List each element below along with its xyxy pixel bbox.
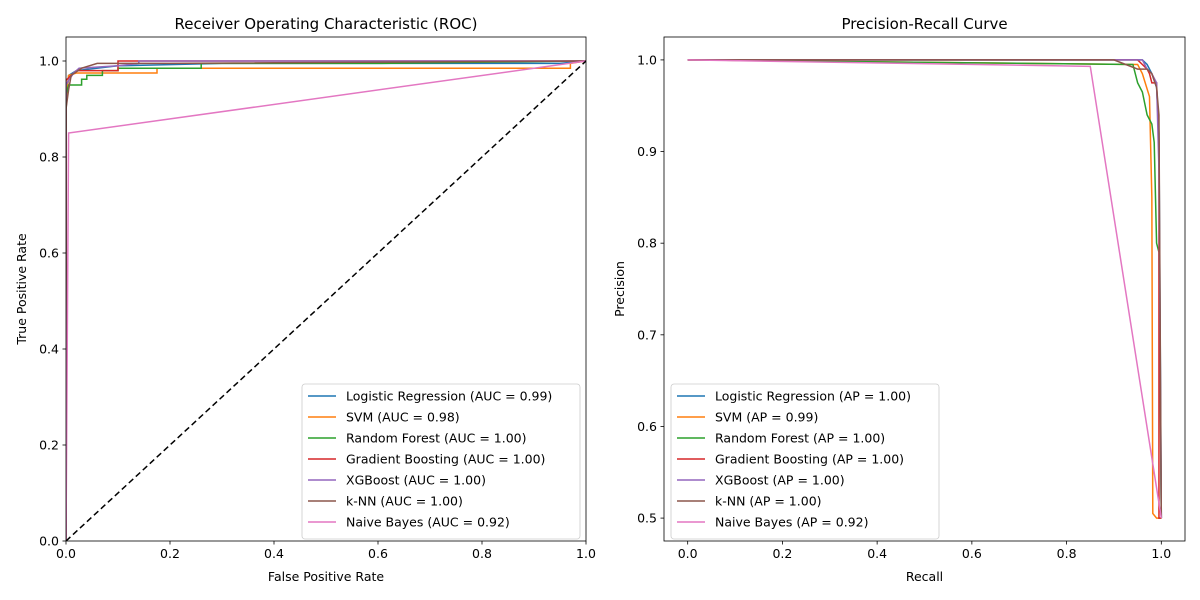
pr-series-5 [687, 59, 1163, 519]
pr-legend: Logistic Regression (AP = 1.00) SVM (AP =… [670, 383, 940, 540]
roc-ylabel: True Positive Rate [14, 233, 29, 346]
pr-panel: 0.0 0.2 0.4 0.6 0.8 1.0 0.5 0.6 0.7 0.8 0.9 1.0 Prec… [612, 15, 1186, 584]
pr-legend-label: Random Forest (AP = 1.00) [715, 431, 885, 446]
pr-xtick-label: 0.2 [772, 546, 792, 561]
pr-legend-label: k-NN (AP = 1.00) [715, 494, 822, 509]
roc-legend-label: k-NN (AUC = 1.00) [346, 494, 463, 509]
pr-series-6 [687, 59, 1163, 519]
roc-xtick-label: 0.6 [368, 546, 388, 561]
roc-ytick-label: 1.0 [39, 54, 59, 69]
roc-legend-label: XGBoost (AUC = 1.00) [346, 473, 486, 488]
pr-legend-label: XGBoost (AP = 1.00) [715, 473, 845, 488]
pr-series-group [687, 59, 1163, 519]
roc-legend-label: Logistic Regression (AUC = 0.99) [346, 389, 552, 404]
roc-ytick-label: 0.6 [39, 246, 59, 261]
pr-axes-frame [663, 36, 1186, 542]
pr-ytick-label: 0.9 [637, 144, 657, 159]
pr-ytick-label: 0.7 [637, 327, 657, 342]
pr-legend-label: Naive Bayes (AP = 0.92) [715, 515, 868, 530]
pr-xtick-label: 0.8 [1057, 546, 1077, 561]
roc-ytick-label: 0.4 [39, 342, 59, 357]
roc-panel: 0.0 0.2 0.4 0.6 0.8 1.0 0.0 0.2 0.4 0.6 0.8 1.0 Rece… [14, 15, 596, 584]
pr-title: Precision-Recall Curve [841, 15, 1007, 33]
pr-series-3 [687, 59, 1162, 519]
roc-legend-label: Random Forest (AUC = 1.00) [346, 431, 527, 446]
roc-xlabel: False Positive Rate [268, 569, 384, 584]
pr-legend-box [670, 383, 940, 540]
roc-legend: Logistic Regression (AUC = 0.99) SVM (AUC… [301, 383, 581, 540]
roc-ytick-label: 0.0 [39, 534, 59, 549]
pr-xlabel: Recall [906, 569, 943, 584]
roc-chance-line [66, 60, 586, 541]
roc-series-6 [66, 60, 586, 541]
roc-legend-box [301, 383, 581, 540]
roc-legend-label: SVM (AUC = 0.98) [346, 410, 460, 425]
pr-xtick-label: 1.0 [1151, 546, 1171, 561]
roc-ytick-label: 0.8 [39, 150, 59, 165]
pr-ytick-label: 1.0 [637, 52, 657, 67]
roc-legend-label: Gradient Boosting (AUC = 1.00) [346, 452, 545, 467]
pr-xtick-label: 0.4 [867, 546, 887, 561]
roc-axes-frame [65, 36, 587, 542]
roc-series-4 [66, 60, 586, 541]
roc-xtick-label: 0.0 [56, 546, 76, 561]
roc-xtick-label: 0.2 [160, 546, 180, 561]
roc-legend-label: Naive Bayes (AUC = 0.92) [346, 515, 510, 530]
pr-ylabel: Precision [612, 261, 627, 317]
pr-legend-label: Logistic Regression (AP = 1.00) [715, 389, 911, 404]
roc-xtick-label: 0.4 [264, 546, 284, 561]
pr-xtick-label: 0.6 [962, 546, 982, 561]
pr-ytick-label: 0.8 [637, 236, 657, 251]
roc-title: Receiver Operating Characteristic (ROC) [175, 15, 478, 33]
roc-xtick-label: 1.0 [576, 546, 596, 561]
roc-ytick-label: 0.2 [39, 438, 59, 453]
roc-xtick-label: 0.8 [472, 546, 492, 561]
roc-series-2 [66, 60, 586, 541]
pr-series-2 [687, 59, 1163, 519]
roc-series-group [66, 60, 586, 541]
pr-series-1 [687, 59, 1162, 519]
pr-ytick-label: 0.5 [637, 511, 657, 526]
pr-legend-label: SVM (AP = 0.99) [715, 410, 818, 425]
roc-series-5 [66, 60, 586, 541]
pr-xtick-label: 0.0 [678, 546, 698, 561]
pr-legend-label: Gradient Boosting (AP = 1.00) [715, 452, 904, 467]
pr-ytick-label: 0.6 [637, 419, 657, 434]
